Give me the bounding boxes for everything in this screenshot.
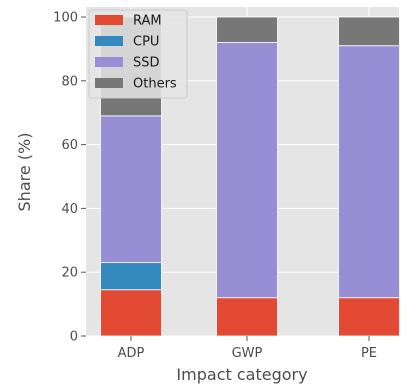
x-tick-label-gwp: GWP xyxy=(232,346,263,361)
bars xyxy=(100,16,400,337)
x-tick-label-pe: PE xyxy=(361,346,377,361)
legend-swatch-cpu xyxy=(95,36,123,46)
bar-cpu-adp xyxy=(100,262,162,291)
legend-swatch-ssd xyxy=(95,57,123,67)
legend-box xyxy=(88,9,188,99)
x-axis-label: Impact category xyxy=(176,365,307,384)
y-tick-label: 60 xyxy=(61,138,78,153)
legend-swatch-ram xyxy=(95,15,123,25)
y-tick-label: 0 xyxy=(70,330,78,345)
bar-ram-gwp xyxy=(216,297,278,337)
legend-swatch-others xyxy=(95,78,123,88)
bar-ssd-pe xyxy=(338,45,400,299)
bar-ssd-adp xyxy=(100,115,162,264)
legend-label-ram: RAM xyxy=(133,14,162,29)
bar-ram-pe xyxy=(338,297,400,337)
y-axis-label: Share (%) xyxy=(15,133,34,212)
x-axis-ticks: ADP GWP PE xyxy=(118,336,377,361)
x-tick-label-adp: ADP xyxy=(118,346,145,361)
bar-ssd-gwp xyxy=(216,42,278,299)
y-tick-label: 40 xyxy=(61,202,78,217)
y-axis-ticks: 0 20 40 60 80 100 xyxy=(53,11,86,345)
y-tick-label: 20 xyxy=(61,266,78,281)
legend: RAM CPU SSD Others xyxy=(88,9,188,99)
bar-others-pe xyxy=(338,16,400,47)
y-tick-label: 80 xyxy=(61,74,78,89)
bar-others-gwp xyxy=(216,16,278,43)
legend-label-cpu: CPU xyxy=(133,35,159,50)
bar-ram-adp xyxy=(100,289,162,337)
y-tick-label: 100 xyxy=(53,11,78,26)
legend-label-ssd: SSD xyxy=(133,56,160,71)
legend-label-others: Others xyxy=(133,77,177,92)
